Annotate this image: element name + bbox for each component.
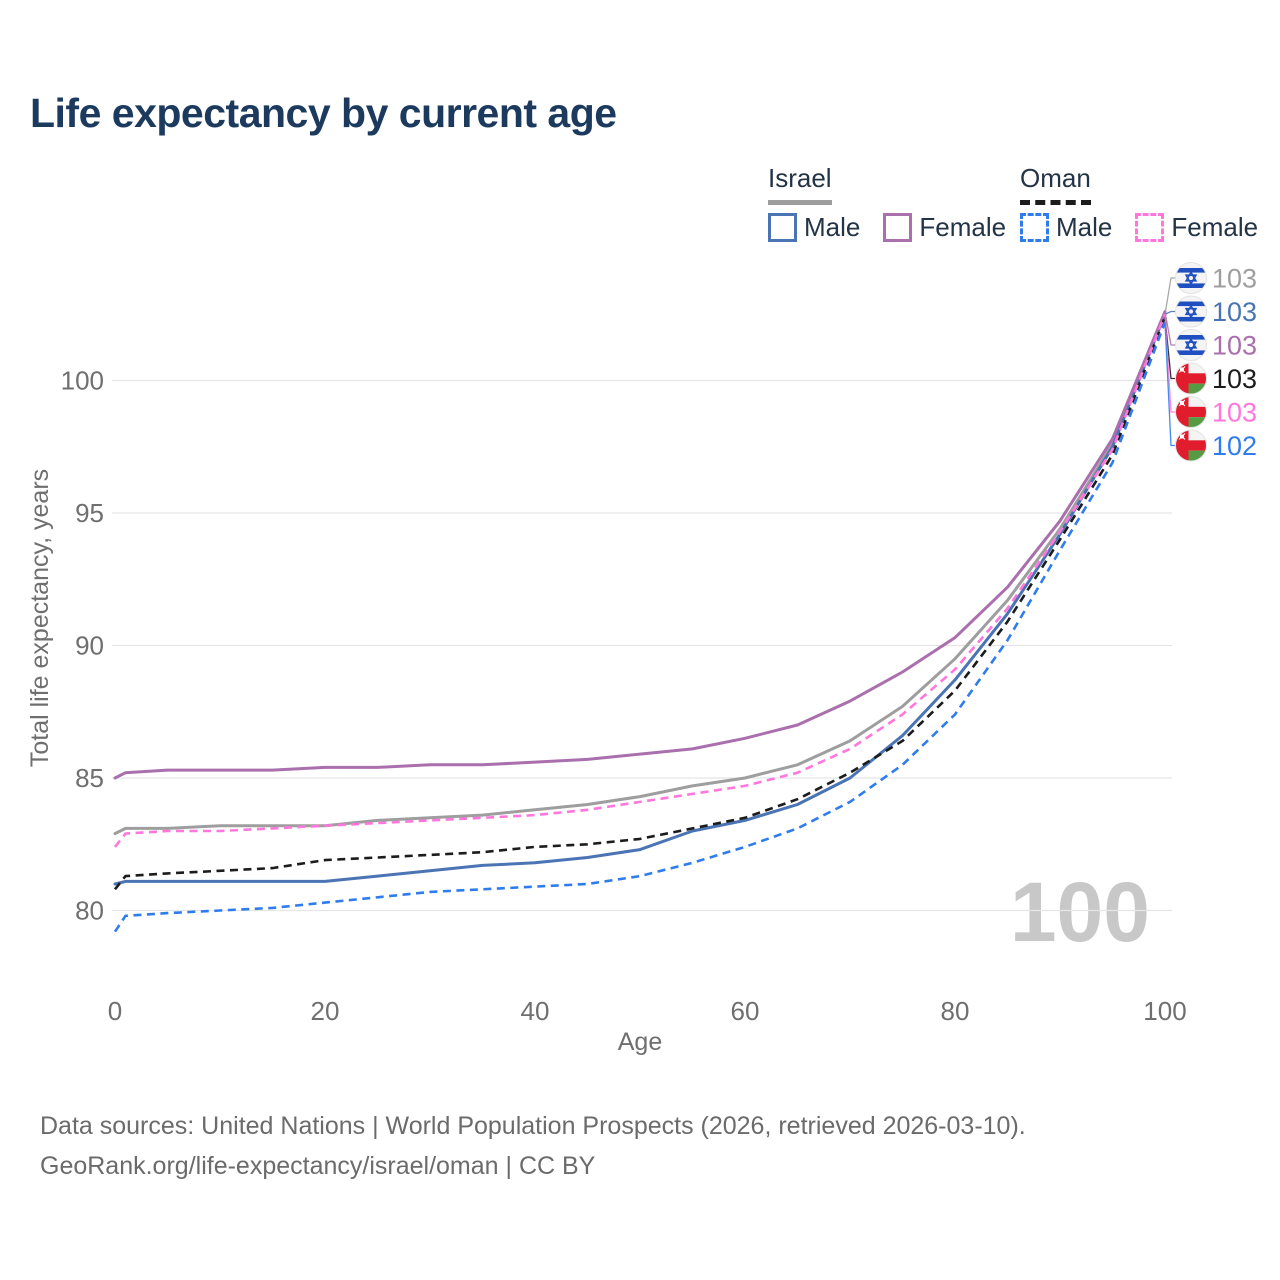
legend-group-israel: Israel Male Female [768, 163, 1020, 243]
end-label-oman-female: 103 [1212, 398, 1257, 428]
oman-flag-icon [1175, 430, 1207, 461]
legend-items-oman: Male Female [1020, 212, 1280, 243]
oman-flag-icon [1175, 396, 1207, 428]
legend-item-israel-female[interactable]: Female [883, 212, 1006, 243]
end-label-israel-both: 103 [1212, 264, 1257, 294]
end-label-oman-both: 103 [1212, 364, 1257, 394]
oman-flag-icon [1175, 363, 1207, 394]
attribution-footer: Data sources: United Nations | World Pop… [40, 1106, 1026, 1186]
y-tick-label-85: 85 [75, 763, 104, 793]
series-line-oman-both [113, 316, 1167, 891]
series-line-israel-male [113, 312, 1167, 886]
series-line-oman-female [113, 313, 1167, 848]
x-tick-label-60: 60 [731, 996, 760, 1026]
series-line-oman-male [113, 321, 1167, 933]
x-tick-label-100: 100 [1143, 996, 1186, 1026]
end-label-israel-female: 103 [1212, 331, 1257, 361]
legend-label-israel-male: Male [804, 212, 861, 242]
series-line-israel-both [113, 312, 1167, 836]
series-line-israel-female [113, 310, 1167, 780]
x-axis-title: Age [618, 1028, 662, 1056]
legend-items-israel: Male Female [768, 212, 1020, 243]
chart-legend: Israel Male Female Oman Male Female [768, 163, 1280, 243]
israel-flag-icon [1175, 262, 1207, 294]
legend-swatch-israel-male [768, 213, 797, 242]
data-sources-line: Data sources: United Nations | World Pop… [40, 1112, 1026, 1140]
source-url-line: GeoRank.org/life-expectancy/israel/oman … [40, 1152, 596, 1180]
x-tick-label-20: 20 [311, 996, 340, 1026]
end-label-oman-male: 102 [1212, 431, 1257, 461]
leader-line-israel-male [1164, 310, 1176, 315]
legend-swatch-oman-female [1135, 213, 1165, 242]
x-tick-label-0: 0 [108, 996, 122, 1026]
leader-line-israel-female [1164, 311, 1176, 346]
end-label-israel-male: 103 [1212, 297, 1257, 327]
legend-country-israel[interactable]: Israel [768, 163, 832, 205]
legend-item-oman-male[interactable]: Male [1020, 212, 1112, 243]
flag-oman-both [1175, 362, 1207, 395]
israel-flag-icon [1175, 296, 1207, 327]
legend-swatch-oman-male [1020, 213, 1049, 242]
page-title: Life expectancy by current age [30, 90, 617, 136]
y-tick-label-100: 100 [61, 366, 104, 396]
leader-line-oman-female [1164, 314, 1176, 413]
legend-item-oman-female[interactable]: Female [1135, 212, 1258, 243]
x-tick-label-80: 80 [941, 996, 970, 1026]
legend-label-oman-female: Female [1171, 212, 1259, 242]
leader-line-israel-both [1164, 277, 1176, 315]
flag-israel-both [1175, 262, 1207, 294]
legend-country-oman[interactable]: Oman [1020, 163, 1091, 205]
legend-swatch-israel-female [883, 213, 913, 242]
y-axis-title: Total life expectancy, years [26, 469, 54, 767]
legend-label-oman-male: Male [1056, 212, 1113, 242]
y-tick-label-95: 95 [75, 498, 104, 528]
y-tick-label-90: 90 [75, 631, 104, 661]
x-tick-label-40: 40 [521, 996, 550, 1026]
leader-line-oman-male [1164, 322, 1176, 447]
y-tick-label-80: 80 [75, 896, 104, 926]
legend-item-israel-male[interactable]: Male [768, 212, 860, 243]
legend-group-oman: Oman Male Female [1020, 163, 1280, 243]
israel-flag-icon [1175, 329, 1207, 361]
flag-israel-male [1175, 295, 1207, 328]
watermark-age-counter: 100 [1010, 865, 1150, 959]
flag-israel-female [1175, 329, 1207, 361]
flag-oman-male [1175, 429, 1207, 462]
flag-oman-female [1175, 396, 1207, 428]
legend-label-israel-female: Female [919, 212, 1007, 242]
